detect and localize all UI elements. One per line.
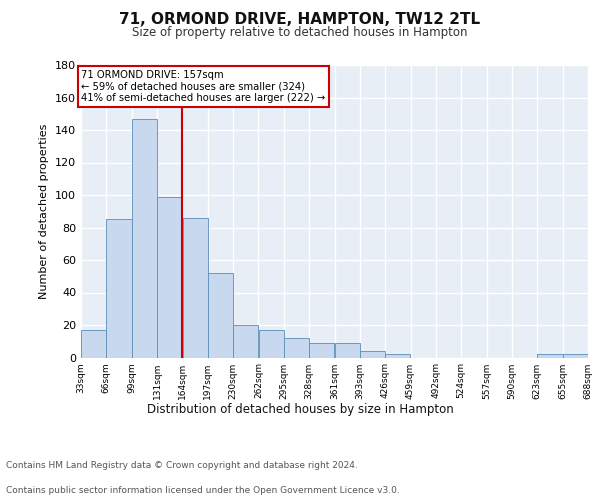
Bar (360, 351, 385, 358)
Text: Size of property relative to detached houses in Hampton: Size of property relative to detached ho… (132, 26, 468, 39)
Y-axis label: Number of detached properties: Number of detached properties (40, 124, 49, 299)
Text: 71, ORMOND DRIVE, HAMPTON, TW12 2TL: 71, ORMOND DRIVE, HAMPTON, TW12 2TL (119, 12, 481, 28)
Bar (563, 354, 588, 358)
Bar (259, 330, 284, 357)
Bar (106, 220, 131, 358)
Bar (132, 118, 157, 358)
Text: 71 ORMOND DRIVE: 157sqm
← 59% of detached houses are smaller (324)
41% of semi-d: 71 ORMOND DRIVE: 157sqm ← 59% of detache… (82, 70, 326, 103)
Text: Distribution of detached houses by size in Hampton: Distribution of detached houses by size … (146, 402, 454, 415)
Bar (538, 354, 563, 358)
Bar (335, 343, 360, 357)
Bar (385, 354, 410, 358)
Bar (208, 273, 233, 357)
Bar (182, 218, 208, 358)
Bar (309, 343, 334, 357)
Bar (284, 338, 309, 357)
Text: Contains public sector information licensed under the Open Government Licence v3: Contains public sector information licen… (6, 486, 400, 495)
Text: Contains HM Land Registry data © Crown copyright and database right 2024.: Contains HM Land Registry data © Crown c… (6, 461, 358, 470)
Bar (81, 330, 106, 357)
Bar (233, 325, 259, 358)
Bar (157, 196, 182, 358)
